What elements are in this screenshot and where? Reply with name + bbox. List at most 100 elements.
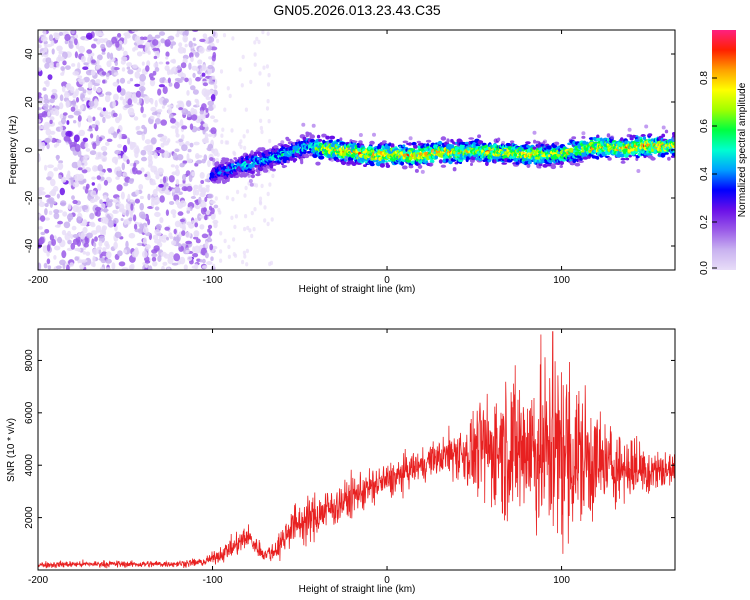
noise-speck xyxy=(219,258,223,263)
signal-mark xyxy=(417,145,421,149)
signal-mark xyxy=(607,157,612,161)
noise-speck xyxy=(112,81,119,87)
signal-mark xyxy=(368,160,374,166)
noise-speck xyxy=(58,31,64,36)
noise-speck xyxy=(95,30,102,37)
noise-speck xyxy=(161,265,165,270)
noise-speck xyxy=(176,65,181,71)
noise-speck xyxy=(105,267,111,270)
noise-speck xyxy=(82,66,89,70)
noise-speck xyxy=(70,106,76,112)
noise-speck xyxy=(253,207,257,212)
noise-speck xyxy=(47,265,52,270)
noise-speck xyxy=(180,62,187,69)
noise-speck xyxy=(70,86,75,94)
noise-speck xyxy=(201,72,206,77)
noise-speck xyxy=(153,245,160,252)
noise-speck xyxy=(105,91,112,96)
noise-speck xyxy=(250,210,254,216)
noise-speck xyxy=(78,86,85,91)
noise-speck xyxy=(132,47,136,52)
noise-speck xyxy=(105,40,113,48)
noise-speck xyxy=(96,134,100,143)
noise-speck xyxy=(158,84,165,88)
noise-speck xyxy=(93,242,97,248)
noise-speck xyxy=(96,58,100,66)
noise-speck xyxy=(133,116,139,121)
noise-speck xyxy=(253,52,257,57)
y-tick-label: 8000 xyxy=(24,349,35,372)
noise-speck xyxy=(189,142,194,148)
noise-speck xyxy=(123,249,128,254)
noise-speck xyxy=(59,94,64,102)
noise-speck xyxy=(245,129,250,134)
noise-speck xyxy=(236,189,240,195)
noise-speck xyxy=(223,238,227,244)
noise-speck xyxy=(139,202,144,211)
noise-speck xyxy=(65,130,73,138)
noise-speck xyxy=(263,205,267,210)
signal-mark xyxy=(526,163,531,168)
noise-speck xyxy=(147,193,151,201)
y-tick-label: 20 xyxy=(24,96,35,108)
noise-speck xyxy=(101,71,107,76)
y-tick-label: 40 xyxy=(24,48,35,60)
noise-speck xyxy=(219,249,223,254)
noise-speck xyxy=(241,54,245,60)
noise-speck xyxy=(158,61,164,65)
noise-speck xyxy=(198,196,202,204)
snr-frame xyxy=(37,328,676,571)
y-tick-label: 4000 xyxy=(24,454,35,477)
noise-speck xyxy=(206,186,210,193)
noise-speck xyxy=(192,37,196,42)
noise-speck xyxy=(210,256,214,262)
noise-speck xyxy=(225,195,229,200)
noise-speck xyxy=(129,78,134,82)
noise-speck xyxy=(261,30,265,35)
noise-speck xyxy=(38,67,42,72)
noise-speck xyxy=(74,143,81,152)
noise-speck xyxy=(111,156,119,164)
noise-speck xyxy=(210,115,216,119)
noise-speck xyxy=(243,193,247,198)
noise-speck xyxy=(77,173,85,181)
noise-speck xyxy=(127,137,131,145)
noise-speck xyxy=(142,237,148,245)
noise-speck xyxy=(214,196,218,201)
noise-speck xyxy=(96,246,103,251)
noise-speck xyxy=(209,243,214,251)
signal-mark xyxy=(596,156,600,160)
noise-speck xyxy=(87,116,93,123)
noise-speck xyxy=(46,258,51,265)
noise-speck xyxy=(185,250,190,254)
noise-speck xyxy=(79,264,85,270)
noise-speck xyxy=(270,217,274,222)
noise-speck xyxy=(185,231,192,238)
signal-mark xyxy=(532,146,537,150)
noise-speck xyxy=(72,238,80,245)
signal-mark xyxy=(493,159,497,164)
signal-mark xyxy=(543,139,547,144)
noise-speck xyxy=(89,150,97,156)
signal-mark xyxy=(218,179,222,184)
noise-speck xyxy=(51,48,55,55)
noise-speck xyxy=(136,51,143,57)
noise-speck xyxy=(204,241,209,248)
noise-speck xyxy=(91,43,97,49)
noise-speck xyxy=(158,31,166,36)
noise-speck xyxy=(73,134,80,143)
noise-speck xyxy=(176,30,180,35)
noise-speck xyxy=(182,35,188,43)
noise-speck xyxy=(117,33,122,38)
noise-speck xyxy=(59,259,66,266)
signal-mark xyxy=(414,168,419,173)
noise-speck xyxy=(192,89,199,95)
noise-speck xyxy=(86,49,93,54)
noise-speck xyxy=(115,41,120,48)
signal-mark xyxy=(446,138,450,143)
noise-speck xyxy=(141,61,145,66)
noise-speck xyxy=(131,94,135,102)
noise-speck xyxy=(226,86,230,91)
noise-speck xyxy=(116,184,123,192)
noise-speck xyxy=(120,56,128,62)
